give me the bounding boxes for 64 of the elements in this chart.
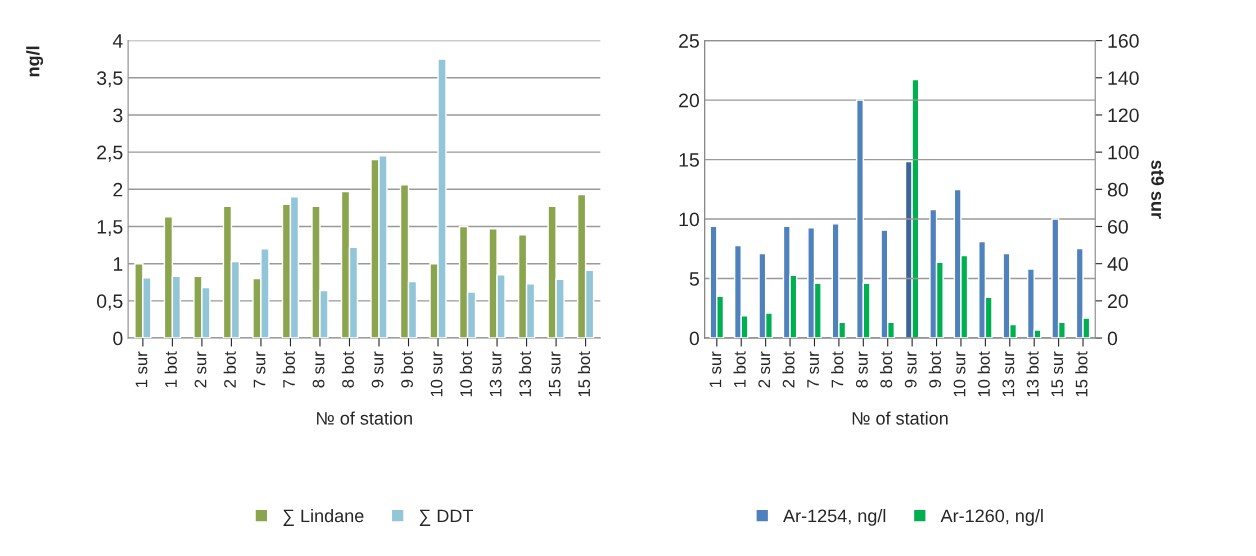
x-tick-label: 1 sur (135, 351, 148, 388)
x-tick-label: 13 sur (1002, 351, 1015, 397)
y2-tick-label: 40 (1107, 257, 1128, 271)
x-tick-label: 7 bot (831, 351, 844, 388)
y-tick-label: 3,5 (96, 71, 123, 88)
y-tick-label: 4 (112, 34, 123, 48)
y2-tick-label: 0 (1107, 331, 1118, 346)
x-tick-label: 9 sur (371, 351, 384, 388)
y2-tick-label: 160 (1108, 34, 1139, 48)
y2-tick-label: 100 (1108, 145, 1139, 160)
x-tick-label: 8 sur (312, 351, 325, 388)
x-tick-label: 2 sur (194, 351, 207, 388)
y-axis-title: ng/l (26, 46, 44, 77)
x-tick-label: 10 bot (459, 351, 473, 397)
x-tick-label: 7 bot (282, 351, 295, 388)
x-tick-label: 10 bot (977, 351, 990, 397)
x-tick-label: 8 bot (341, 351, 354, 388)
y2-tick-label: 140 (1108, 71, 1139, 86)
y-tick-label: 3 (113, 108, 123, 123)
x-tick-label: 2 bot (223, 351, 236, 388)
y-tick-label: 0 (689, 331, 699, 346)
x-tick-label: 7 sur (253, 351, 266, 388)
y2-tick-label: 20 (1108, 294, 1128, 309)
x-axis-title: № of station (317, 411, 412, 425)
x-axis-title: № of station (852, 411, 948, 425)
legend-label: Ar-1260, ng/l (940, 508, 1043, 526)
y2-tick-label: 80 (1107, 182, 1128, 197)
legend-label: ∑ DDT (419, 509, 474, 526)
y2-axis-title: st9 sur (1151, 160, 1164, 219)
x-tick-label: 9 bot (400, 351, 413, 388)
x-tick-label: 10 sur (953, 351, 966, 397)
x-tick-label: 1 bot (733, 351, 746, 388)
x-tick-label: 1 sur (709, 351, 722, 388)
y-tick-label: 1 (113, 257, 123, 271)
legend-label: ∑ Lindane (283, 508, 364, 526)
x-tick-label: 8 bot (879, 351, 893, 388)
legend-label: Ar-1254, ng/l (783, 508, 886, 526)
x-tick-label: 1 bot (164, 351, 177, 388)
y-tick-label: 10 (679, 212, 699, 227)
x-tick-label: 2 bot (782, 351, 795, 388)
y2-tick-label: 120 (1108, 108, 1139, 123)
y-tick-label: 0,5 (96, 294, 123, 311)
y-tick-label: 15 (679, 153, 699, 167)
x-tick-label: 15 bot (577, 351, 591, 397)
y-tick-label: 0 (113, 331, 123, 346)
x-tick-label: 7 sur (807, 351, 819, 388)
x-tick-label: 9 bot (928, 351, 942, 388)
y2-tick-label: 60 (1108, 219, 1128, 234)
x-tick-label: 13 bot (518, 351, 532, 397)
y-tick-label: 2,5 (97, 145, 123, 162)
y-tick-label: 5 (689, 272, 699, 286)
x-tick-label: 13 sur (489, 351, 502, 397)
x-tick-label: 10 sur (430, 351, 443, 397)
x-tick-label: 9 sur (904, 351, 917, 388)
y-tick-label: 25 (679, 34, 699, 48)
y-tick-label: 20 (679, 93, 699, 108)
x-tick-label: 15 sur (548, 351, 561, 397)
x-tick-label: 15 sur (1051, 351, 1064, 397)
y-tick-label: 1,5 (97, 220, 123, 237)
y-tick-label: 2 (113, 182, 123, 197)
x-tick-label: 2 sur (758, 351, 771, 388)
x-tick-label: 8 sur (855, 351, 868, 388)
x-tick-label: 13 bot (1026, 351, 1039, 397)
x-tick-label: 15 bot (1075, 351, 1088, 397)
